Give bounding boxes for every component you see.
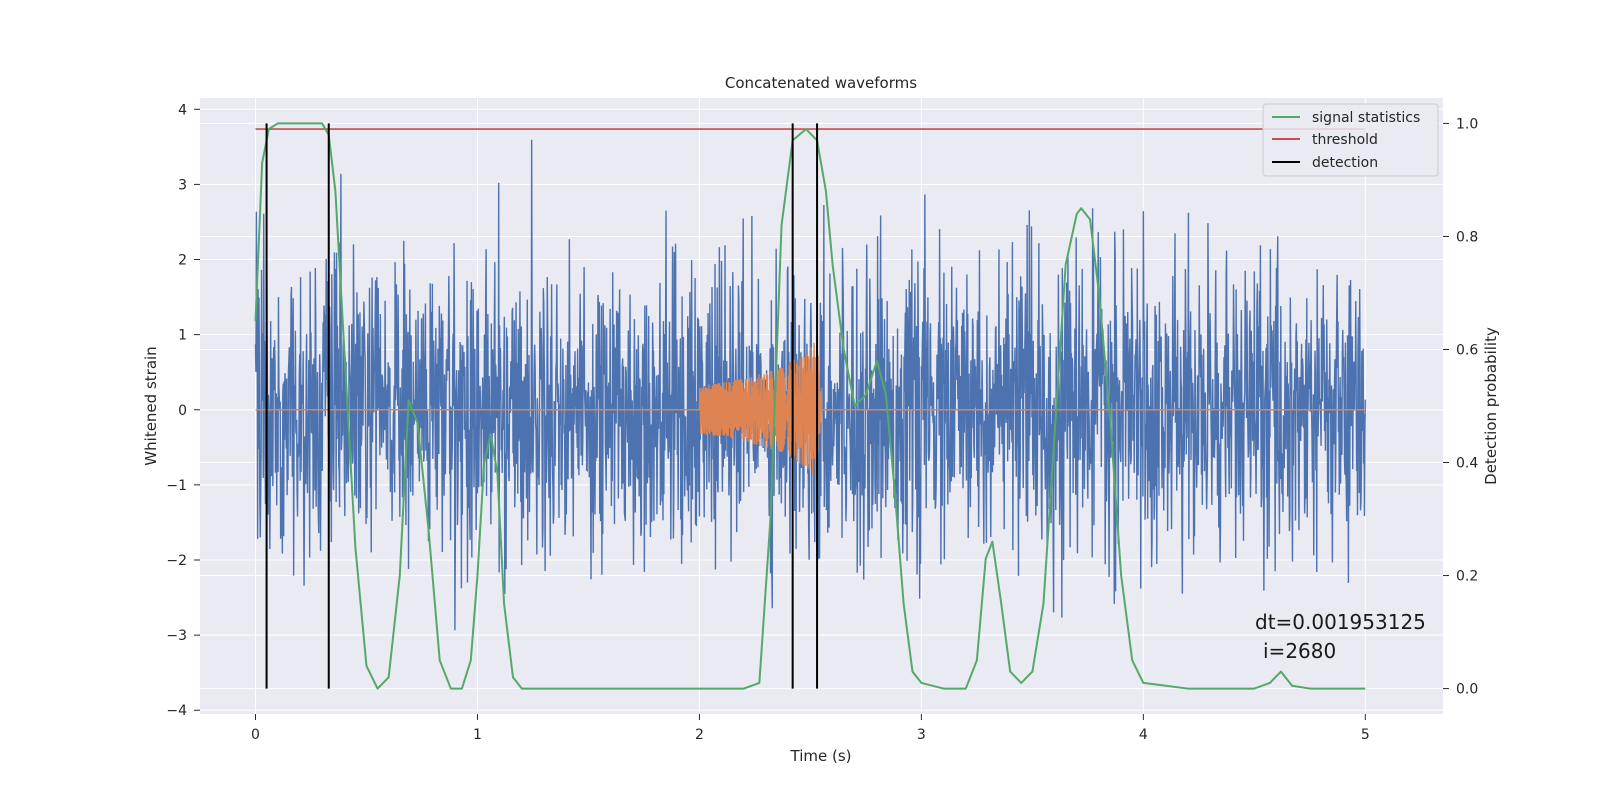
y-right-tick-label: 1.0: [1456, 116, 1478, 132]
y-right-tick-label: 0.6: [1456, 342, 1478, 358]
x-tick-label: 3: [917, 727, 926, 743]
x-tick-label: 5: [1361, 727, 1370, 743]
y-right-tick-label: 0.8: [1456, 229, 1478, 245]
annotation: dt=0.001953125 i=2680: [1255, 610, 1426, 663]
ticks: 0 1 2 3 4 5 4 3 2 1 0 −1 −2 −3 −4 1.0 0.8 0.6 0.4 0.2 0.0: [166, 102, 1478, 743]
y-tick-label: 3: [178, 177, 187, 193]
x-axis-label: Time (s): [790, 747, 852, 765]
x-tick-label: 4: [1139, 727, 1148, 743]
y-tick-label: −4: [166, 703, 187, 719]
y-tick-label: 0: [178, 403, 187, 419]
y-tick-label: −1: [166, 478, 187, 494]
annotation-dt: dt=0.001953125: [1255, 610, 1426, 634]
injection-line: [255, 342, 1366, 479]
y-right-tick-label: 0.0: [1456, 682, 1478, 698]
y-tick-label: 2: [178, 253, 187, 269]
y-tick-label: 1: [178, 328, 187, 344]
strain-line: [254, 139, 1367, 631]
y-tick-label: 4: [178, 102, 187, 118]
y-axis-right-label: Detection probability: [1482, 327, 1500, 485]
legend-label-detection: detection: [1312, 155, 1378, 171]
strain-series: [254, 139, 1367, 631]
chart-title: Concatenated waveforms: [725, 74, 917, 92]
probability-series: [254, 122, 1366, 690]
annotation-i: i=2680: [1263, 639, 1336, 663]
y-tick-label: −3: [166, 628, 187, 644]
legend: signal statistics threshold detection: [1262, 103, 1439, 177]
x-tick-label: 0: [251, 727, 260, 743]
y-axis-label: Whitened strain: [142, 346, 160, 465]
y-right-tick-label: 0.4: [1456, 456, 1478, 472]
injection-series: [255, 342, 1366, 479]
y-right-tick-label: 0.2: [1456, 569, 1478, 585]
legend-label-threshold: threshold: [1312, 132, 1378, 148]
legend-box: [1262, 103, 1439, 177]
y-tick-label: −2: [166, 553, 187, 569]
legend-label-signal-statistics: signal statistics: [1312, 110, 1420, 126]
x-tick-label: 2: [695, 727, 704, 743]
x-tick-label: 1: [473, 727, 482, 743]
